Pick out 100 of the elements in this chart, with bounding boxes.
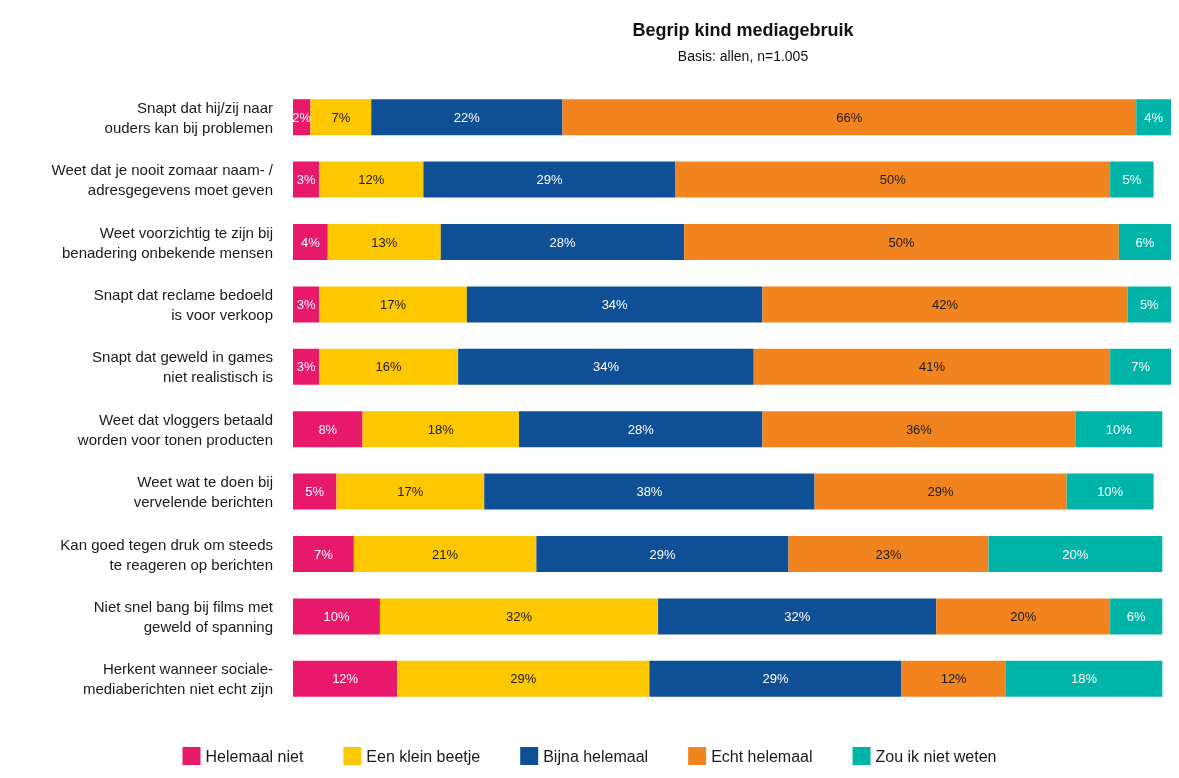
data-label: 50% (888, 234, 915, 250)
data-label: 28% (627, 421, 655, 437)
bar (762, 286, 1128, 323)
y-tick-label: Snapt dat reclame bedoeld is voor verkoop (93, 285, 273, 323)
bar (684, 224, 1119, 260)
data-label: 4% (1144, 109, 1164, 125)
bar (1110, 598, 1163, 635)
bar (371, 99, 563, 136)
y-tick-label: Weet voorzichtig te zijn bij benadering onbekende mensen (61, 223, 273, 261)
data-label: 3% (296, 296, 316, 312)
data-label: 17% (397, 484, 424, 500)
y-tick-label: Kan goed tegen druk om steeds te reageren op berichten (60, 535, 273, 573)
data-label: 20% (1010, 608, 1037, 624)
data-label: 29% (649, 546, 676, 562)
data-label: 18% (1071, 671, 1098, 687)
bar (440, 224, 685, 260)
data-label: 32% (506, 608, 533, 624)
bar (293, 536, 354, 572)
bar (901, 660, 1006, 697)
data-label: 29% (510, 671, 537, 687)
bar (1110, 348, 1171, 385)
bar (1005, 660, 1163, 697)
data-label: 8% (318, 421, 338, 437)
bar (293, 411, 363, 448)
bar (293, 660, 398, 697)
bar (319, 161, 424, 198)
data-label: 3% (296, 359, 316, 375)
y-tick-label: Snapt dat geweld in games niet realistisch is (92, 348, 273, 386)
legend-label: Zou ik niet weten (875, 747, 997, 765)
bar (1136, 99, 1171, 136)
bar (788, 536, 989, 572)
bar (814, 473, 1067, 510)
y-tick-label: Weet dat je nooit zomaar naam- / adresgegevens moet geven (51, 161, 274, 199)
data-label: 5% (305, 484, 325, 500)
bar (1127, 286, 1171, 323)
chart-subtitle: Basis: allen, n=1.005 (677, 48, 809, 64)
bar (310, 99, 372, 136)
data-label: 29% (536, 172, 563, 188)
data-label: 7% (331, 109, 351, 125)
y-tick-label: Herkent wanneer sociale- mediaberichten niet echt zijn (82, 660, 273, 698)
data-label: 7% (314, 546, 334, 562)
bar (466, 286, 763, 323)
bar (379, 598, 659, 635)
data-label: 42% (931, 296, 959, 312)
bar (327, 224, 441, 260)
data-label: 5% (1139, 296, 1160, 312)
data-label: 20% (1062, 546, 1089, 562)
bar (1110, 161, 1154, 198)
bar (649, 660, 902, 697)
bar (458, 348, 754, 385)
data-label: 23% (875, 546, 902, 562)
data-label: 34% (601, 296, 629, 312)
bar (293, 598, 380, 635)
data-label: 12% (358, 172, 385, 188)
data-label: 36% (905, 421, 933, 437)
data-label: 50% (879, 172, 907, 188)
data-label: 28% (549, 234, 576, 250)
legend-label: Helemaal niet (205, 747, 304, 765)
bar (293, 473, 337, 510)
data-label: 10% (323, 608, 350, 624)
data-label: 13% (371, 234, 398, 250)
bar (353, 536, 537, 572)
bar (319, 348, 459, 385)
data-label: 10% (1097, 484, 1124, 500)
data-label: 6% (1135, 234, 1155, 250)
data-label: 3% (296, 172, 316, 188)
data-label: 29% (927, 484, 955, 500)
y-tick-label: Weet wat te doen bij vervelende berichten (133, 473, 273, 511)
bar (675, 161, 1111, 198)
bar (293, 224, 328, 260)
data-label: 4% (300, 234, 321, 250)
data-label: 12% (940, 671, 968, 687)
legend-label: Een klein beetje (366, 747, 481, 765)
bar (336, 473, 485, 510)
bar (988, 536, 1163, 572)
bar (1075, 411, 1163, 448)
data-label: 10% (1105, 421, 1133, 437)
data-label: 18% (427, 421, 455, 437)
chart-title: Begrip kind mediagebruik (632, 20, 855, 40)
bar (423, 161, 676, 198)
legend-label: Echt helemaal (711, 747, 813, 765)
data-label: 16% (375, 359, 403, 375)
y-tick-label: Niet snel bang bij films met geweld of spanning (93, 597, 274, 635)
y-tick-label: Snapt dat hij/zij naar ouders kan bij problemen (104, 98, 273, 136)
data-label: 5% (1122, 172, 1142, 188)
data-label: 6% (1126, 608, 1147, 624)
bar (519, 411, 763, 448)
data-label: 38% (636, 484, 663, 500)
bar (658, 598, 937, 635)
data-label: 32% (784, 608, 811, 624)
bar (753, 348, 1111, 385)
y-tick-label: Weet dat vloggers betaald worden voor tonen producten (76, 410, 273, 448)
bar (397, 660, 650, 697)
bar (319, 286, 467, 323)
bar (762, 411, 1076, 448)
data-label: 21% (432, 546, 459, 562)
data-label: 34% (592, 359, 620, 375)
data-label: 41% (918, 359, 946, 375)
bar (536, 536, 789, 572)
bar (936, 598, 1111, 635)
